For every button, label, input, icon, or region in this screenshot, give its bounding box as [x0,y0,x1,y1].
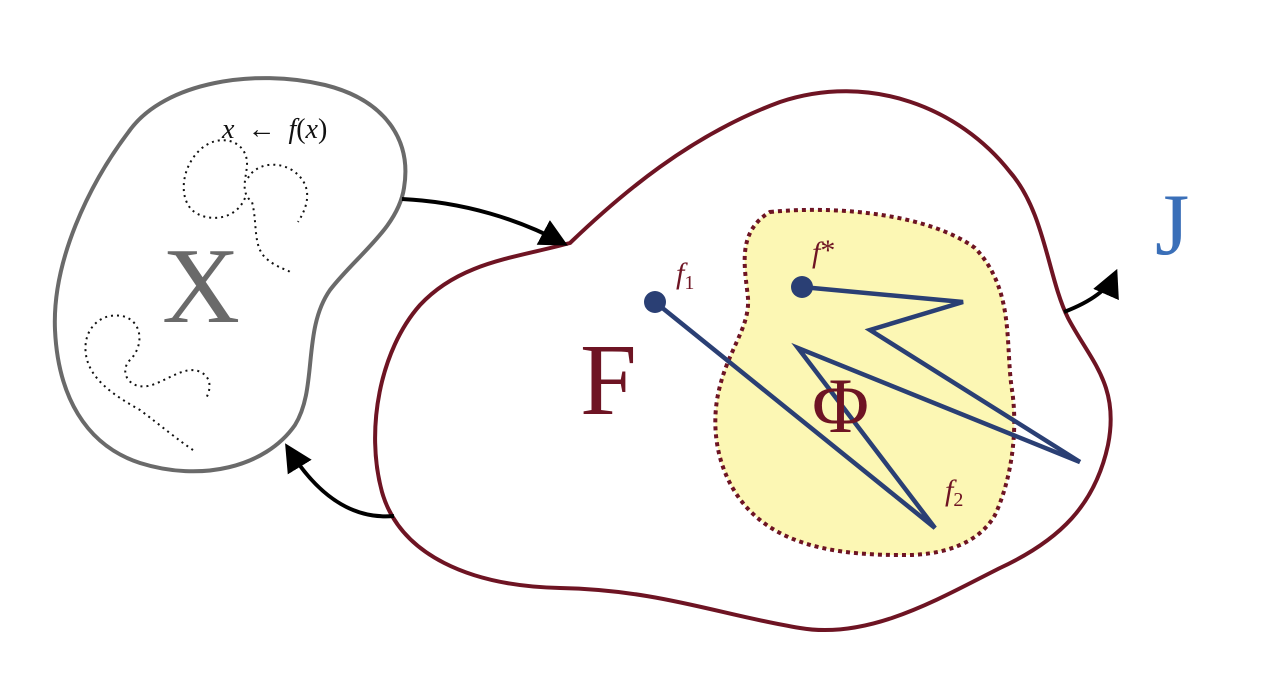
point-f1-marker [644,291,666,313]
trajectory-upper-loop [247,163,309,223]
optimization-path-f1 [653,300,1081,530]
point-fstar-marker [791,276,813,298]
iteration-fn: f [288,114,299,145]
trajectory-lower [84,314,211,451]
label-point-f1: f1 [676,257,694,294]
label-point-fstar-sup: * [820,234,835,267]
iteration-lhs: x [221,114,235,145]
label-point-fstar: f* [812,234,835,269]
arrow-f-to-j [1063,268,1119,314]
label-space-j: J [1155,177,1189,274]
optimization-path-fstar [801,284,1082,464]
subset-phi-region [713,207,1017,558]
label-point-f2-sub: 2 [953,489,963,511]
iteration-rule: x ← f(x) [221,114,327,145]
label-subset-phi: Φ [812,362,869,449]
arrow-x-to-f [401,197,568,246]
iteration-open-paren: ( [296,114,305,145]
space-f-outline [373,89,1113,633]
iteration-close-paren: ) [318,114,327,145]
trajectory-upper [182,139,291,273]
label-point-f1-sub: 1 [684,272,694,294]
label-space-x: X [162,227,240,346]
arrow-f-to-x [285,443,395,519]
space-x-outline [52,76,408,474]
iteration-arrow: ← [247,114,275,145]
iteration-var: x [305,114,319,145]
label-space-f: F [580,324,637,437]
